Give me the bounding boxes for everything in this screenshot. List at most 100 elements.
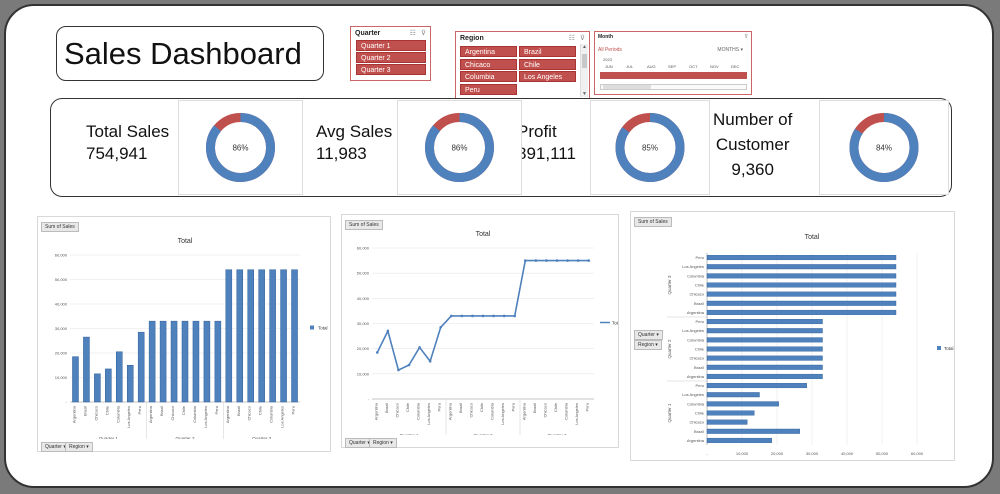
x-tick-label: Peru [511,403,516,411]
donut-percent-label: 85% [642,144,658,153]
bar [126,365,134,403]
line-point [386,329,390,333]
legend-swatch [310,325,314,330]
x-tick-label: Chicaco [93,405,98,420]
region-chip[interactable]: Argentina [460,46,517,57]
y-tick-label: - [66,400,68,405]
scroll-thumb[interactable] [582,54,587,68]
bar [706,346,823,352]
timeline-year: 2023 [603,57,612,62]
filter-button-quarter[interactable]: Quarter ▾ [634,330,663,340]
timeline-month-label[interactable]: AUG [647,64,656,69]
bar [72,356,79,403]
multi-select-icon[interactable]: ☷ [568,35,575,42]
bar [706,364,823,370]
x-tick-label: Peru [585,403,590,411]
donut-chart: 84% [849,113,919,182]
clear-filter-icon[interactable]: ⊽ [420,30,426,37]
y-tick-label: Chile [695,411,705,416]
kpi-value: 891,111 [517,144,576,163]
region-scrollbar[interactable]: ▲ ▼ [580,44,588,97]
region-chip[interactable]: Los Angeles [519,71,576,82]
timeline-month-label[interactable]: OCT [689,64,698,69]
x-tick-label: Brazil [458,403,463,413]
kpi-customers: Number of Customer 9,360 [713,107,792,182]
bar [706,428,800,434]
region-chip[interactable]: Brazil [519,46,576,57]
group-label: Quarter 3 [667,275,672,295]
filter-button-region[interactable]: Region ▾ [369,438,397,448]
kpi-band: Total Sales 754,941 Avg Sales 11,983 Pro… [50,98,952,197]
bar [225,269,233,403]
region-chip[interactable]: Peru [460,83,517,95]
timeline-month-label[interactable]: JUL [626,64,634,69]
x-tick-label: 10,000 [736,451,749,456]
quarter-chip[interactable]: Quarter 3 [356,64,426,75]
region-chip[interactable]: Chile [519,58,576,70]
field-button-sum-of-sales[interactable]: Sum of Sales [345,220,383,230]
x-tick-label: Columbia [416,402,421,420]
y-tick-label: Chicaco [690,356,705,361]
multi-select-icon[interactable]: ☷ [409,30,416,37]
timeline-unit-dropdown[interactable]: MONTHS ▾ [717,47,743,53]
bar [83,336,90,403]
x-tick-label: Peru [291,406,296,414]
bar [214,320,222,403]
kpi-avg-sales: Avg Sales 11,983 [316,121,392,165]
month-timeline-title: Month [598,34,613,40]
timeline-bar[interactable] [600,72,747,79]
donut-share [206,113,275,182]
field-button-sum-of-sales[interactable]: Sum of Sales [634,217,672,227]
y-tick-label: Columbia [687,273,705,278]
line-point [418,346,421,349]
scroll-up-icon[interactable]: ▲ [582,44,587,50]
bar [137,331,145,403]
legend-label: Total [944,346,954,351]
y-tick-label: 60,000 [357,246,370,251]
x-tick-label: Chile [553,402,558,412]
y-tick-label: Argentina [687,438,705,443]
y-tick-label: Columbia [687,401,705,406]
timeline-scrollbar[interactable] [600,84,747,90]
x-tick-label: Argentina [148,405,153,423]
kpi-value: 754,941 [86,144,148,163]
field-button-sum-of-sales[interactable]: Sum of Sales [41,222,79,232]
timeline-month-label[interactable]: DEC [731,64,740,69]
line-point [566,259,569,262]
kpi-value: 11,983 [316,144,367,163]
chart-title: Total [476,231,491,238]
y-tick-label: 40,000 [357,296,370,301]
horizontal-bar-chart: Total - 10,000 20,000 30,000 40,000 50,000 60,0… [667,234,954,456]
timeline-month-label[interactable]: NOV [710,64,719,69]
x-tick-label: Argentina [225,405,230,423]
y-tick-label: Peru [696,319,704,324]
filter-button-region[interactable]: Region ▾ [65,442,93,452]
column-chart: Total - 10,000 20,000 30,000 40,000 50,000 60,0… [55,238,328,439]
horizontal-bar-chart-card: Sum of Sales Quarter ▾ Region ▾ Total - 10… [630,211,955,461]
group-label: Quarter 1 [99,436,119,439]
bar [706,309,897,315]
bar [706,401,779,407]
filter-button-region[interactable]: Region ▾ [634,340,662,350]
line-point [534,259,538,262]
clear-filter-icon[interactable]: ⊽ [744,34,748,40]
timeline-month-label[interactable]: SEP [668,64,677,69]
donut-percent-label: 84% [876,144,892,153]
bar [116,351,123,403]
scroll-down-icon[interactable]: ▼ [582,91,587,97]
kpi-label: Avg Sales [316,122,393,141]
y-tick-label: 50,000 [357,271,370,276]
clear-filter-icon[interactable]: ⊽ [579,35,585,42]
quarter-chip[interactable]: Quarter 2 [356,52,426,63]
region-chip[interactable]: Columbia [460,71,517,82]
y-tick-label: - [368,397,370,402]
quarter-slicer-title: Quarter [355,29,381,37]
bar [706,264,897,270]
quarter-chip[interactable]: Quarter 1 [356,40,426,51]
region-chip[interactable]: Chicaco [460,58,517,70]
timeline-month-label[interactable]: JUN [605,64,613,69]
y-tick-label: Argentina [687,310,705,315]
bar [170,320,178,403]
month-timeline: Month ⊽ All Periods MONTHS ▾ 2023 JUN JUL… [594,31,752,95]
line-point [545,259,548,262]
